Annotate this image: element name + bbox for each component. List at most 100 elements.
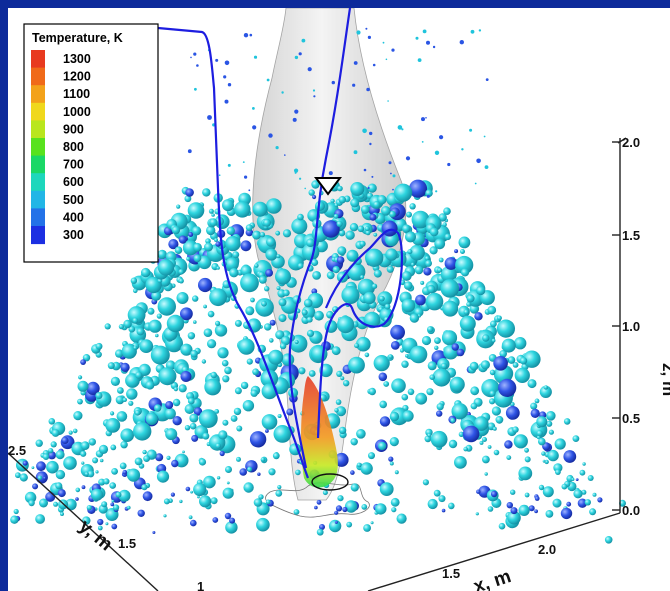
- particle: [378, 372, 388, 382]
- particle: [566, 501, 572, 507]
- particle: [197, 495, 200, 499]
- particle: [361, 504, 368, 510]
- colorbar-tick-label: 1300: [63, 52, 91, 66]
- colorbar-tick-label: 600: [63, 175, 84, 189]
- particle: [555, 469, 561, 475]
- particle: [238, 338, 255, 355]
- particle: [514, 337, 527, 350]
- particle: [434, 150, 440, 155]
- particle: [459, 40, 464, 45]
- particle: [132, 317, 139, 324]
- particle: [103, 478, 110, 485]
- particle: [265, 429, 269, 433]
- particle: [409, 203, 416, 210]
- legend-title: Temperature, K: [32, 31, 123, 45]
- particle: [282, 289, 290, 297]
- particle: [294, 168, 299, 173]
- particle: [298, 367, 306, 375]
- particle: [397, 125, 403, 130]
- particle: [84, 471, 89, 476]
- particle: [226, 226, 235, 235]
- particle: [524, 456, 531, 463]
- particle: [311, 258, 319, 267]
- particle: [539, 385, 552, 398]
- particle: [360, 462, 373, 475]
- particle: [277, 414, 282, 418]
- particle: [223, 75, 227, 79]
- particle: [275, 268, 291, 285]
- particle: [434, 345, 439, 350]
- particle: [196, 64, 199, 67]
- particle: [35, 439, 43, 447]
- particle: [81, 461, 85, 465]
- particle: [163, 498, 170, 505]
- particle: [190, 350, 198, 358]
- particle: [212, 517, 219, 523]
- particle: [186, 256, 191, 261]
- particle: [534, 496, 540, 501]
- particle: [258, 275, 267, 284]
- particle: [356, 429, 366, 439]
- particle: [229, 268, 239, 278]
- particle: [487, 445, 492, 449]
- particle: [349, 223, 359, 232]
- particle: [236, 425, 243, 432]
- particle: [378, 441, 387, 451]
- particle: [589, 508, 597, 516]
- particle: [204, 378, 222, 396]
- particle: [176, 292, 189, 304]
- particle: [275, 146, 279, 150]
- particle: [337, 246, 347, 256]
- particle: [337, 185, 343, 192]
- particle: [55, 450, 65, 460]
- particle: [187, 397, 195, 405]
- particle: [295, 469, 301, 476]
- particle: [253, 498, 263, 507]
- particle: [73, 411, 83, 421]
- particle: [392, 188, 394, 191]
- particle: [60, 512, 64, 516]
- particle: [536, 430, 543, 437]
- particle: [178, 268, 184, 275]
- particle: [184, 425, 191, 431]
- particle: [143, 455, 151, 462]
- particle: [507, 356, 516, 364]
- particle: [354, 343, 360, 349]
- particle: [368, 452, 375, 460]
- particle: [98, 444, 109, 454]
- particle: [155, 333, 159, 338]
- particle: [328, 171, 333, 176]
- particle: [191, 434, 199, 442]
- particle: [203, 475, 216, 489]
- particle: [379, 482, 394, 496]
- particle: [123, 319, 132, 329]
- particle: [597, 497, 603, 503]
- particle: [483, 135, 486, 138]
- particle: [178, 235, 187, 244]
- particle: [362, 128, 367, 134]
- colorbar-swatch: [31, 173, 45, 192]
- particle: [308, 370, 316, 377]
- particle: [356, 336, 371, 352]
- particle: [222, 199, 234, 212]
- particle: [388, 161, 392, 165]
- particle: [277, 485, 282, 490]
- particle: [275, 490, 283, 497]
- particle: [75, 497, 79, 501]
- particle: [111, 499, 115, 503]
- particle: [276, 286, 281, 291]
- particle: [442, 222, 447, 227]
- particle: [252, 230, 262, 240]
- particle: [222, 419, 229, 426]
- particle: [88, 438, 97, 446]
- particle: [193, 482, 207, 497]
- particle: [28, 499, 35, 507]
- particle: [128, 400, 134, 406]
- particle: [191, 226, 202, 236]
- particle: [118, 324, 124, 330]
- particle: [245, 306, 255, 316]
- particle: [247, 466, 253, 472]
- colorbar-swatch: [31, 226, 45, 245]
- particle: [443, 207, 451, 215]
- particle: [80, 359, 86, 365]
